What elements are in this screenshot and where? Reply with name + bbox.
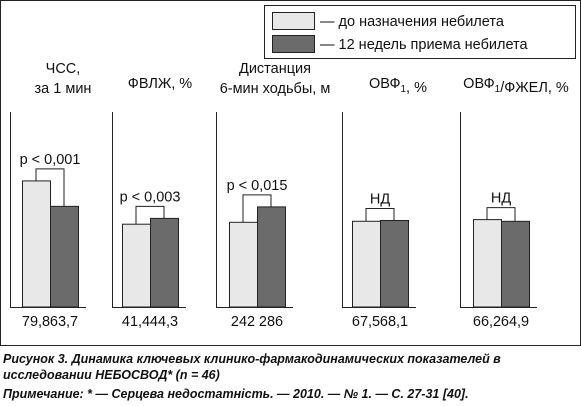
bar-after-3 — [257, 206, 286, 308]
bar-before-5 — [473, 219, 502, 308]
significance-label-2: p < 0,003 — [120, 189, 181, 205]
legend-box — [264, 5, 576, 59]
significance-bracket-1 — [35, 168, 65, 207]
figure-caption-title: Рисунок 3. Динамика ключевых клинико-фар… — [3, 352, 501, 366]
legend-label-2: — 12 недель приема небилета — [320, 37, 529, 53]
bar-after-2 — [150, 217, 179, 308]
category-label-4: ОВФ1, % — [369, 76, 427, 96]
figure: — до назначения небилета — 12 недель прие… — [0, 0, 581, 346]
significance-bracket-3 — [242, 194, 272, 223]
bar-after-1 — [50, 205, 79, 308]
value-label-after-5: 64,9 — [501, 314, 529, 330]
bar-before-1 — [22, 180, 51, 308]
significance-bracket-4 — [365, 208, 395, 222]
value-label-after-1: 63,7 — [50, 314, 78, 330]
category-label-3: 6-мин ходьбы, м — [220, 81, 331, 97]
bar-before-4 — [352, 220, 381, 308]
significance-label-5: НД — [491, 191, 511, 207]
category-label-1: за 1 мин — [35, 81, 92, 97]
value-label-before-3: 242 — [231, 314, 255, 330]
category-label-2: ФВЛЖ, % — [128, 76, 192, 92]
legend-swatch-2 — [272, 35, 315, 53]
bar-before-3 — [229, 221, 258, 308]
value-label-after-3: 286 — [259, 314, 283, 330]
significance-label-4: НД — [370, 192, 390, 208]
figure-caption-subtitle: исследовании НЕБОСВОД* (n = 46) — [3, 368, 220, 382]
bar-before-2 — [122, 223, 151, 308]
significance-bracket-2 — [135, 205, 165, 225]
value-label-before-2: 41,4 — [122, 314, 150, 330]
value-label-before-5: 66,2 — [473, 314, 501, 330]
significance-label-1: p < 0,001 — [20, 152, 81, 168]
value-label-after-2: 44,3 — [150, 314, 178, 330]
value-label-after-4: 68,1 — [380, 314, 408, 330]
significance-bracket-5 — [486, 207, 516, 222]
legend-label-1: — до назначения небилета — [320, 14, 505, 30]
bar-after-4 — [380, 220, 409, 308]
figure-caption-note: Примечание: * — Серцева недостатність. —… — [3, 387, 469, 401]
category-label-5: ОВФ1/ФЖЕЛ, % — [463, 76, 569, 96]
legend-swatch-1 — [272, 12, 315, 30]
category-label-3: Дистанция — [239, 61, 311, 77]
value-label-before-4: 67,5 — [352, 314, 380, 330]
category-label-1: ЧСС, — [46, 61, 81, 77]
bar-chart: — до назначения небилета — 12 недель прие… — [0, 0, 581, 346]
bar-after-5 — [501, 220, 530, 308]
value-label-before-1: 79,8 — [22, 314, 50, 330]
significance-label-3: p < 0,015 — [227, 178, 288, 194]
